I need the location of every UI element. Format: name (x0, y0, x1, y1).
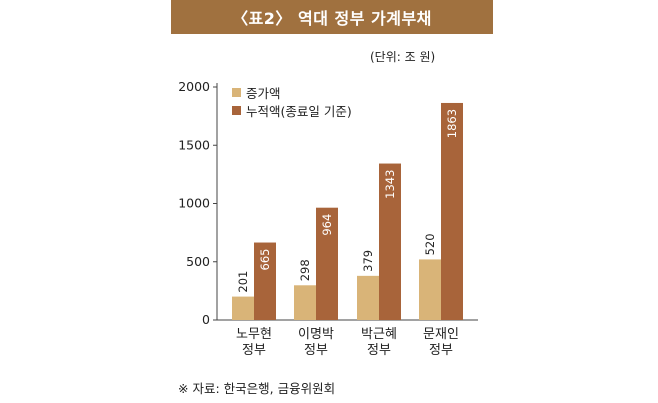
legend: 증가액 누적액(종료일 기준) (232, 83, 352, 119)
bar-value-label: 964 (320, 214, 334, 236)
bar-value-label: 665 (258, 249, 272, 271)
x-tick-label: 이명박 (298, 327, 334, 342)
legend-item-cumulative: 누적액(종료일 기준) (232, 101, 352, 119)
title-bar: 〈표2〉 역대 정부 가계부채 (171, 0, 493, 34)
y-tick-label: 500 (186, 254, 210, 269)
bar-value-label: 520 (423, 233, 437, 255)
x-tick-label: 박근혜 (361, 327, 397, 342)
y-tick-label: 1000 (178, 196, 210, 211)
bar-increase (419, 259, 441, 320)
bar-value-label: 1343 (383, 170, 397, 199)
y-tick-label: 1500 (178, 137, 210, 152)
x-tick-label: 정부 (429, 343, 453, 358)
bar-cumulative (316, 207, 338, 320)
x-tick-label: 정부 (242, 343, 266, 358)
y-tick-label: 2000 (178, 79, 210, 94)
x-tick-label: 문재인 (423, 327, 459, 342)
bar-cumulative (254, 242, 276, 320)
legend-label-increase: 증가액 (246, 85, 281, 101)
bar-value-label: 1863 (445, 109, 459, 138)
bar-value-label: 201 (236, 271, 250, 293)
unit-label: (단위: 조 원) (370, 50, 436, 64)
bar-increase (294, 285, 316, 320)
legend-item-increase: 증가액 (232, 83, 352, 101)
x-tick-label: 정부 (367, 343, 391, 358)
legend-swatch-cumulative (232, 105, 241, 115)
bar-increase (357, 275, 379, 320)
bar-value-label: 379 (361, 250, 375, 272)
bar-increase (232, 296, 254, 320)
legend-swatch-increase (232, 87, 241, 97)
chart-title: 〈표2〉 역대 정부 가계부채 (232, 9, 432, 28)
y-tick-label: 0 (202, 312, 210, 327)
source-note: ※ 자료: 한국은행, 금융위원회 (178, 381, 336, 396)
x-tick-label: 정부 (304, 343, 328, 358)
x-tick-label: 노무현 (236, 327, 272, 342)
bar-cumulative (379, 163, 401, 320)
bar-value-label: 298 (298, 259, 312, 281)
bar-cumulative (441, 102, 463, 320)
legend-label-cumulative: 누적액(종료일 기준) (246, 103, 352, 119)
